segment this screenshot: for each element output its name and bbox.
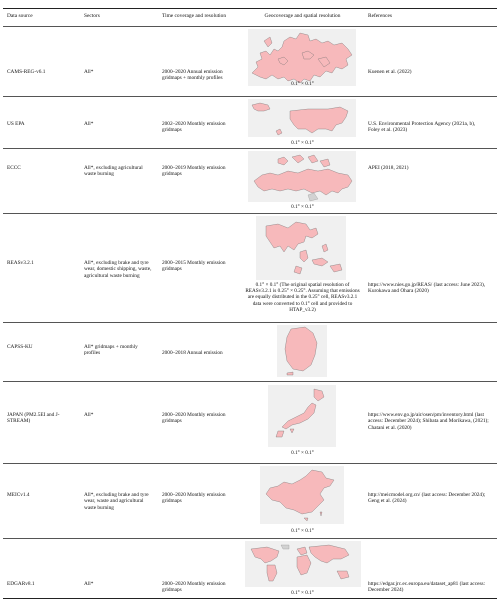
row-source: REASv3.2.1 (7, 260, 34, 266)
row-time: 2000–2020 Monthly emission gridmaps (162, 492, 226, 505)
row-sectors: All*, excluding brake and tyre wear, dom… (84, 260, 152, 279)
row-resolution: 0.1° × 0.1° (The original spatial resolu… (245, 282, 360, 313)
header-geo: Geocoverage and spatial resolution (264, 13, 341, 19)
row-refs: https://www.env.go.jp/air/osen/pm/invent… (368, 412, 489, 431)
asia-map-icon (256, 216, 346, 280)
row-source: ECCC (7, 165, 21, 171)
row-refs: https://edgar.jrc.ec.europa.eu/dataset_a… (368, 581, 486, 594)
row-sectors: All* (84, 581, 94, 587)
row-resolution: 0.1° × 0.1° (291, 204, 314, 210)
row-refs: U.S. Environmental Protection Agency (20… (368, 121, 476, 134)
row-rule (3, 381, 497, 382)
header-time: Time coverage and resolution (162, 13, 227, 19)
world-map-icon (245, 541, 361, 587)
top-rule (3, 8, 497, 9)
header-data-source: Data source (7, 13, 33, 19)
row-resolution: 0.1° × 0.1° (291, 140, 314, 146)
row-sectors: All* (84, 121, 94, 127)
row-sectors: All* gridmaps + monthly profiles (84, 344, 138, 357)
row-source: MEICv1.4 (7, 492, 30, 498)
header-rule (3, 26, 497, 27)
row-source: US EPA (7, 121, 25, 127)
europe-map-icon (248, 29, 356, 86)
row-source: EDGARv8.1 (7, 581, 35, 587)
row-refs: http://meicmodel.org.cn/ (last access: D… (368, 492, 486, 505)
row-resolution: 0.1° × 0.1° (291, 81, 314, 87)
row-source: CAMS-REG-v6.1 (7, 69, 46, 75)
row-rule (3, 96, 497, 97)
row-rule (3, 538, 497, 539)
row-time: 2000–2018 Annual emission (162, 350, 223, 356)
japan-map-icon (268, 385, 336, 447)
korea-map-icon (277, 325, 327, 377)
row-time: 2000–2020 Monthly emission gridmaps (162, 581, 226, 594)
row-time: 2002–2020 Monthly emission gridmaps (162, 121, 226, 134)
china-map-icon (260, 466, 344, 524)
header-refs: References (368, 13, 392, 19)
usa-map-icon (248, 99, 356, 137)
row-time: 2000–2020 Monthly emission gridmaps (162, 412, 226, 425)
row-resolution: 0.1° × 0.1° (291, 590, 314, 596)
row-resolution: 0.1° × 0.1° (291, 450, 314, 456)
row-sectors: All*, excluding agricultural waste burni… (84, 165, 143, 178)
bottom-rule (3, 598, 497, 599)
row-resolution: 0.1° × 0.1° (291, 528, 314, 534)
row-source: CAPSS-KU (7, 344, 33, 350)
row-time: 2000–2020 Annual emission gridmaps + mon… (162, 69, 223, 82)
row-source: JAPAN (PM2.5EI and J-STREAM) (7, 412, 60, 425)
canada-map-icon (248, 151, 356, 202)
row-refs: Kuenen et al. (2022) (368, 69, 412, 75)
row-sectors: All*, excluding brake and tyre wear, was… (84, 492, 149, 511)
row-refs: APEI (2018, 2021) (368, 165, 409, 171)
row-time: 2000–2015 Monthly emission gridmaps (162, 260, 226, 273)
header-sectors: Sectors (84, 13, 100, 19)
row-rule (3, 148, 497, 149)
row-rule (3, 322, 497, 323)
row-sectors: All* (84, 412, 94, 418)
row-refs: https://www.nies.go.jp/REAS/ (last acces… (368, 282, 486, 295)
row-rule (3, 213, 497, 214)
row-rule (3, 463, 497, 464)
row-time: 2000–2019 Monthly emission gridmaps (162, 165, 226, 178)
row-sectors: All* (84, 69, 94, 75)
